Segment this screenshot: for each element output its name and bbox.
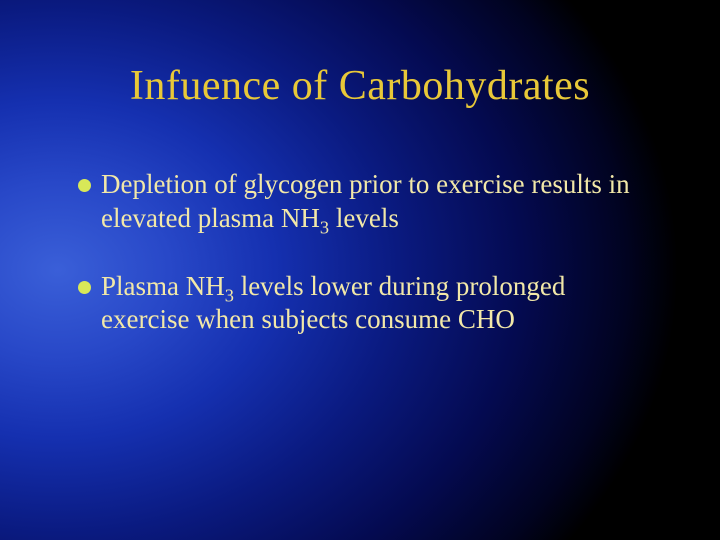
- bullet-item: Depletion of glycogen prior to exercise …: [78, 168, 660, 236]
- slide-body: Depletion of glycogen prior to exercise …: [78, 168, 660, 371]
- slide-title: Infuence of Carbohydrates: [0, 62, 720, 110]
- slide: Infuence of Carbohydrates Depletion of g…: [0, 0, 720, 540]
- bullet-dot-icon: [78, 281, 91, 294]
- bullet-item: Plasma NH3 levels lower during prolonged…: [78, 270, 660, 338]
- bullet-text: Depletion of glycogen prior to exercise …: [101, 168, 660, 236]
- bullet-text: Plasma NH3 levels lower during prolonged…: [101, 270, 660, 338]
- bullet-dot-icon: [78, 179, 91, 192]
